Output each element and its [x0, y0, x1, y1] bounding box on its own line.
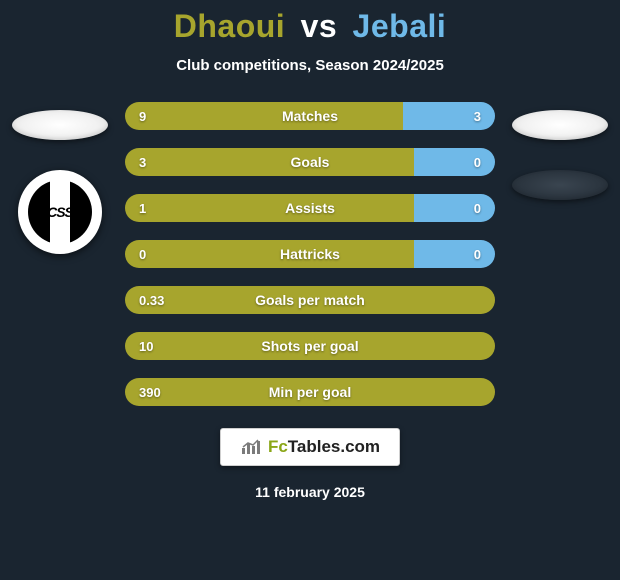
stat-bar-row: Hattricks00	[125, 240, 495, 268]
fctables-prefix: Fc	[268, 437, 288, 457]
stat-bar-left-segment	[125, 332, 458, 360]
stat-bar-row: Goals per match0.33	[125, 286, 495, 314]
stat-bar-row: Goals30	[125, 148, 495, 176]
fctables-text: FcTables.com	[268, 437, 380, 457]
stat-bar-left-value: 0.33	[139, 293, 164, 308]
stat-bar-left-value: 3	[139, 155, 146, 170]
stat-bar-left-value: 10	[139, 339, 153, 354]
content-root: Dhaoui vs Jebali Club competitions, Seas…	[0, 0, 620, 580]
stat-bar-right-segment	[458, 286, 495, 314]
stat-bar-right-value: 0	[474, 201, 481, 216]
stat-bar-right-segment	[458, 378, 495, 406]
stat-bar-right-value: 3	[474, 109, 481, 124]
stat-bar-left-segment	[125, 378, 458, 406]
stat-bar-right-segment	[414, 148, 495, 176]
stat-bar-right-value: 0	[474, 155, 481, 170]
title-left-name: Dhaoui	[174, 8, 285, 44]
stat-bar-left-segment	[125, 286, 458, 314]
stat-bar-left-value: 390	[139, 385, 161, 400]
fctables-suffix: Tables.com	[288, 437, 380, 457]
stat-bar-row: Min per goal390	[125, 378, 495, 406]
fctables-badge[interactable]: FcTables.com	[220, 428, 400, 466]
fctables-chart-icon	[240, 438, 262, 456]
stat-bar-left-segment	[125, 240, 414, 268]
stat-bar-right-segment	[458, 332, 495, 360]
stat-bar-right-segment	[403, 102, 496, 130]
stat-bar-row: Assists10	[125, 194, 495, 222]
stat-bar-left-value: 0	[139, 247, 146, 262]
stat-bar-left-segment	[125, 102, 403, 130]
stat-bars-area: Matches93Goals30Assists10Hattricks00Goal…	[0, 102, 620, 406]
stat-bar-left-segment	[125, 148, 414, 176]
stat-bar-row: Shots per goal10	[125, 332, 495, 360]
stat-bar-right-value: 0	[474, 247, 481, 262]
date-text: 11 february 2025	[255, 484, 365, 500]
stat-bar-left-value: 9	[139, 109, 146, 124]
subtitle: Club competitions, Season 2024/2025	[176, 57, 444, 74]
title-right-name: Jebali	[353, 8, 447, 44]
stat-bar-left-value: 1	[139, 201, 146, 216]
title-connector: vs	[301, 8, 338, 44]
stat-bar-right-segment	[414, 240, 495, 268]
stat-bar-right-segment	[414, 194, 495, 222]
stat-bar-left-segment	[125, 194, 414, 222]
page-title: Dhaoui vs Jebali	[174, 8, 447, 45]
stat-bar-row: Matches93	[125, 102, 495, 130]
